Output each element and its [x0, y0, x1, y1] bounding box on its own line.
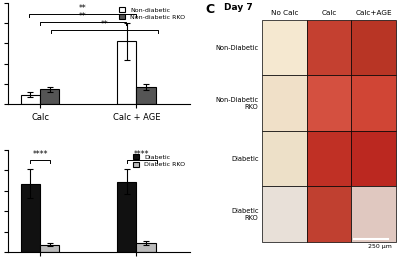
- FancyBboxPatch shape: [352, 186, 396, 242]
- Text: 250 μm: 250 μm: [368, 244, 392, 249]
- Bar: [136, 87, 156, 104]
- Text: No Calc: No Calc: [271, 10, 298, 16]
- FancyBboxPatch shape: [307, 186, 352, 242]
- Text: **: **: [100, 20, 108, 29]
- Text: ****: ****: [134, 150, 150, 160]
- Text: Non-Diabetic: Non-Diabetic: [215, 45, 258, 51]
- FancyBboxPatch shape: [352, 131, 396, 186]
- Text: **: **: [79, 12, 87, 21]
- FancyBboxPatch shape: [262, 20, 307, 76]
- Legend: Diabetic, Diabetic RKO: Diabetic, Diabetic RKO: [132, 153, 187, 169]
- Text: **: **: [79, 4, 87, 13]
- Text: Diabetic: Diabetic: [231, 156, 258, 162]
- FancyBboxPatch shape: [262, 186, 307, 242]
- Text: Calc+AGE: Calc+AGE: [355, 10, 392, 16]
- FancyBboxPatch shape: [307, 20, 352, 76]
- Text: Non-Diabetic
RKO: Non-Diabetic RKO: [215, 97, 258, 110]
- FancyBboxPatch shape: [307, 131, 352, 186]
- Bar: [21, 184, 40, 252]
- Text: C: C: [205, 3, 214, 16]
- Bar: [117, 41, 136, 104]
- Text: Calc: Calc: [322, 10, 337, 16]
- Bar: [21, 95, 40, 104]
- Bar: [40, 245, 59, 252]
- FancyBboxPatch shape: [262, 76, 307, 131]
- FancyBboxPatch shape: [352, 76, 396, 131]
- FancyBboxPatch shape: [307, 76, 352, 131]
- Legend: Non-diabetic, Non-diabetic RKO: Non-diabetic, Non-diabetic RKO: [118, 6, 187, 21]
- Bar: [40, 89, 59, 104]
- Text: Diabetic
RKO: Diabetic RKO: [231, 208, 258, 221]
- Text: Day 7: Day 7: [224, 3, 253, 12]
- FancyBboxPatch shape: [352, 20, 396, 76]
- FancyBboxPatch shape: [262, 131, 307, 186]
- Bar: [136, 243, 156, 252]
- Bar: [117, 182, 136, 252]
- Text: ****: ****: [32, 150, 48, 160]
